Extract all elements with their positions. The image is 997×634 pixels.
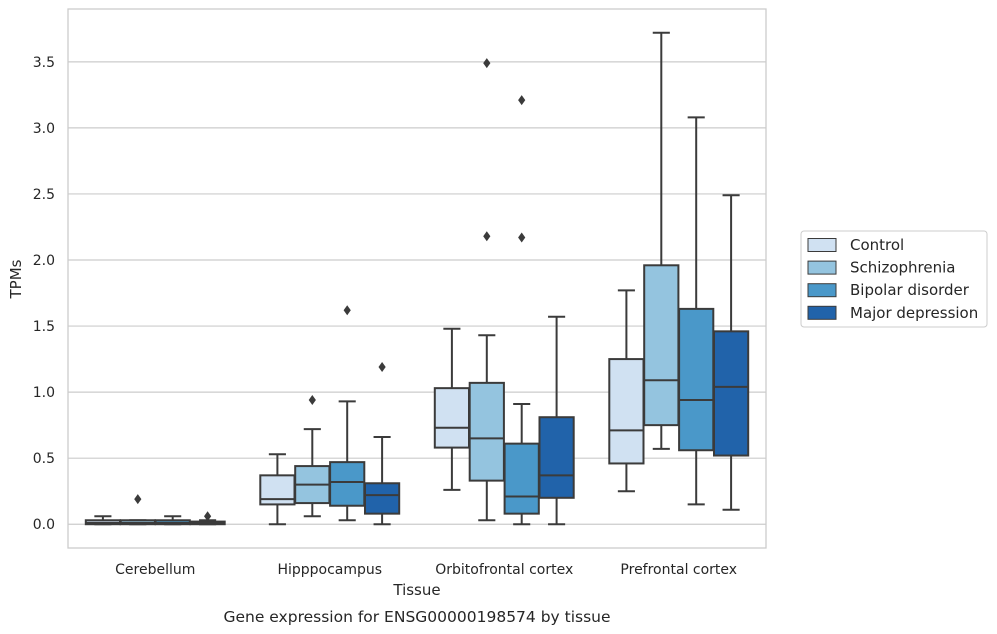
- box-iqr: [468, 381, 505, 482]
- box-plot: [329, 305, 366, 522]
- legend-swatch: [807, 305, 837, 320]
- outlier-point: [518, 232, 526, 243]
- y-tick-label: 0.5: [33, 451, 55, 467]
- box-plot: [259, 453, 296, 526]
- y-tick-label: 3.0: [33, 121, 55, 137]
- outlier-point: [378, 362, 386, 373]
- chart-caption: Gene expression for ENSG00000198574 by t…: [223, 608, 610, 626]
- box-plots: [84, 31, 750, 526]
- outlier-point: [204, 511, 212, 522]
- outlier-point: [134, 494, 142, 505]
- box-plot: [643, 31, 680, 450]
- legend-frame: [800, 230, 988, 328]
- box-iqr: [363, 482, 401, 515]
- y-tick-label: 0.0: [33, 517, 55, 533]
- legend-label: Major depression: [850, 304, 978, 322]
- box-iqr: [538, 416, 575, 499]
- legend-label: Control: [850, 236, 904, 254]
- outlier-point: [308, 395, 316, 406]
- box-plot: [608, 289, 645, 493]
- legend-swatch: [807, 238, 837, 252]
- box-iqr: [678, 307, 715, 452]
- legend: Control Schizophrenia Bipolar disorder Majo…: [800, 230, 988, 328]
- box-plot: [503, 95, 540, 526]
- legend-swatch: [807, 260, 837, 275]
- y-tick-label: 2.0: [33, 253, 55, 269]
- box-iqr: [329, 461, 366, 507]
- box-iqr: [712, 330, 750, 457]
- outlier-point: [518, 95, 526, 106]
- box-plot: [678, 116, 715, 506]
- legend-swatch: [807, 283, 837, 298]
- y-tick-label: 1.0: [33, 385, 55, 401]
- box-plot: [119, 494, 156, 526]
- x-tick-label: Orbitofrontal cortex: [435, 562, 573, 578]
- y-tick-labels: 0.0 0.5 1.0 1.5 2.0 2.5 3.0 3.5: [33, 55, 55, 533]
- y-tick-label: 1.5: [33, 319, 55, 335]
- legend-label: Schizophrenia: [850, 259, 955, 277]
- legend-label: Bipolar disorder: [850, 281, 970, 299]
- box-plot: [468, 58, 505, 522]
- box-plot: [84, 515, 122, 526]
- x-tick-label: Prefrontal cortex: [620, 562, 737, 578]
- x-tick-labels: Cerebellum Hipppocampus Orbitofrontal cort…: [115, 562, 737, 578]
- x-axis-label: Tissue: [392, 581, 440, 599]
- x-tick-label: Hipppocampus: [277, 562, 382, 578]
- box-plot: [189, 511, 226, 526]
- box-iqr: [608, 358, 645, 465]
- box-plot: [294, 395, 331, 518]
- plot-frame: [67, 8, 767, 549]
- y-axis-label: TPMs: [7, 259, 25, 299]
- y-tick-label: 2.5: [33, 187, 55, 203]
- x-tick-label: Cerebellum: [115, 562, 195, 578]
- box-iqr: [643, 264, 680, 427]
- box-plot: [712, 194, 750, 511]
- y-tick-label: 3.5: [33, 55, 55, 71]
- outlier-point: [343, 305, 351, 316]
- outlier-point: [483, 58, 491, 69]
- box-plot: [538, 315, 575, 526]
- outlier-point: [483, 231, 491, 242]
- box-iqr: [433, 387, 471, 449]
- grid-lines: [68, 61, 766, 525]
- box-plot: [433, 327, 471, 491]
- box-plot: [154, 515, 191, 526]
- box-iqr: [503, 442, 540, 515]
- box-plot: [363, 362, 401, 526]
